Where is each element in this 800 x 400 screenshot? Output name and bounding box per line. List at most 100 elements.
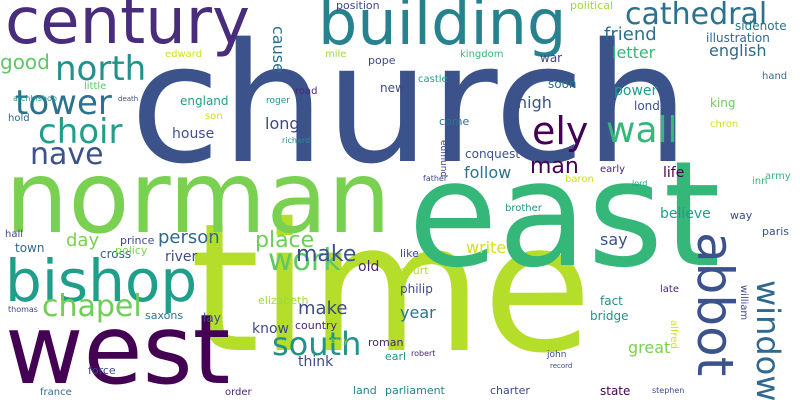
word-power: power <box>614 83 658 99</box>
word-know: know <box>252 321 289 337</box>
word-norman: norman <box>5 139 391 256</box>
word-building: building <box>318 0 567 59</box>
word-death: death <box>118 95 139 103</box>
word-son: son <box>205 111 223 122</box>
word-alfred: alfred <box>668 320 679 349</box>
word-say: say <box>600 230 628 249</box>
word-century: century <box>5 0 250 59</box>
word-new: new <box>380 81 405 95</box>
word-road: road <box>295 86 318 97</box>
word-make: make <box>298 298 348 319</box>
word-state: state <box>600 384 631 398</box>
word-way: way <box>730 209 753 222</box>
word-bridge: bridge <box>590 309 629 323</box>
word-parliament: parliament <box>385 384 445 397</box>
word-paris: paris <box>762 225 790 238</box>
word-year: year <box>400 303 436 322</box>
word-pope: pope <box>368 54 396 67</box>
word-edmund: edmund <box>438 140 448 178</box>
word-policy: policy <box>115 244 148 257</box>
word-cross: cross <box>100 247 132 261</box>
word-west: west <box>5 294 231 400</box>
word-conquest: conquest <box>465 147 521 161</box>
word-earl: earl <box>385 350 407 363</box>
word-make: make <box>296 242 357 267</box>
word-nave: nave <box>30 137 104 172</box>
word-window: window <box>749 280 787 400</box>
word-philip: philip <box>400 282 433 296</box>
word-richard: richard <box>282 136 311 145</box>
word-charter: charter <box>490 384 530 397</box>
word-church: church <box>130 8 690 200</box>
word-hold: hold <box>8 113 30 124</box>
word-prince: prince <box>120 234 155 247</box>
word-order: order <box>225 387 252 398</box>
word-mile: mile <box>325 49 347 60</box>
word-great: great <box>628 338 671 357</box>
word-robert: robert <box>411 349 436 358</box>
word-chapel: chapel <box>42 289 142 324</box>
word-hand: hand <box>762 71 788 82</box>
word-abbot: abbot <box>686 232 744 377</box>
word-town: town <box>15 241 45 255</box>
word-follow: follow <box>464 163 512 182</box>
word-lay: lay <box>203 311 221 325</box>
word-high: high <box>517 93 552 112</box>
word-tower: tower <box>15 83 112 123</box>
word-ely: ely <box>532 109 589 153</box>
word-cathedral: cathedral <box>625 0 768 32</box>
word-think: think <box>298 354 334 370</box>
word-wall: wall <box>606 110 678 151</box>
word-army: army <box>765 171 791 182</box>
word-sidenote: sidenote <box>735 19 787 33</box>
word-court: court <box>400 264 429 277</box>
word-inn: inn <box>752 176 768 187</box>
word-illustration: illustration <box>706 31 770 45</box>
word-political: political <box>570 0 614 12</box>
word-early: early <box>600 164 626 175</box>
word-work: work <box>268 243 341 278</box>
word-english: english <box>709 41 767 60</box>
word-soon: soon <box>548 77 577 91</box>
word-william: william <box>738 285 749 321</box>
word-father: father <box>423 174 448 183</box>
word-choir: choir <box>38 112 123 152</box>
word-long: long <box>265 114 300 133</box>
word-land: land <box>353 384 377 397</box>
word-castle: castle <box>418 74 448 85</box>
word-life: life <box>663 165 685 181</box>
word-hall: hall <box>5 229 24 240</box>
word-record: record <box>550 362 573 370</box>
word-come: come <box>439 115 470 128</box>
word-like: like <box>400 247 419 260</box>
word-king: king <box>710 96 736 110</box>
word-time: time <box>190 185 593 392</box>
word-east: east <box>408 130 721 300</box>
word-cause: cause <box>269 26 288 73</box>
word-letter: letter <box>612 43 656 62</box>
word-lord: lord <box>632 179 648 188</box>
word-little: little <box>84 81 107 92</box>
word-person: person <box>158 227 220 248</box>
word-believe: believe <box>660 206 711 222</box>
word-elizabeth: elizabeth <box>258 294 309 307</box>
word-archbishop: archbishop <box>13 94 57 103</box>
word-place: place <box>255 228 315 253</box>
word-brother: brother <box>505 203 542 214</box>
word-henry: henry <box>325 336 349 345</box>
word-day: day <box>66 230 100 251</box>
word-man: man <box>530 154 579 179</box>
word-france: france <box>40 387 72 398</box>
word-good: good <box>0 50 50 74</box>
word-friend: friend <box>604 24 657 45</box>
word-position: position <box>336 0 380 12</box>
word-stephen: stephen <box>652 386 685 395</box>
word-fact: fact <box>600 294 623 308</box>
word-bishop: bishop <box>5 247 198 315</box>
word-house: house <box>172 126 215 142</box>
word-john: john <box>547 350 567 360</box>
word-roman: roman <box>368 336 404 349</box>
word-saxons: saxons <box>145 309 184 322</box>
word-north: north <box>55 49 147 89</box>
word-thomas: thomas <box>8 305 38 314</box>
